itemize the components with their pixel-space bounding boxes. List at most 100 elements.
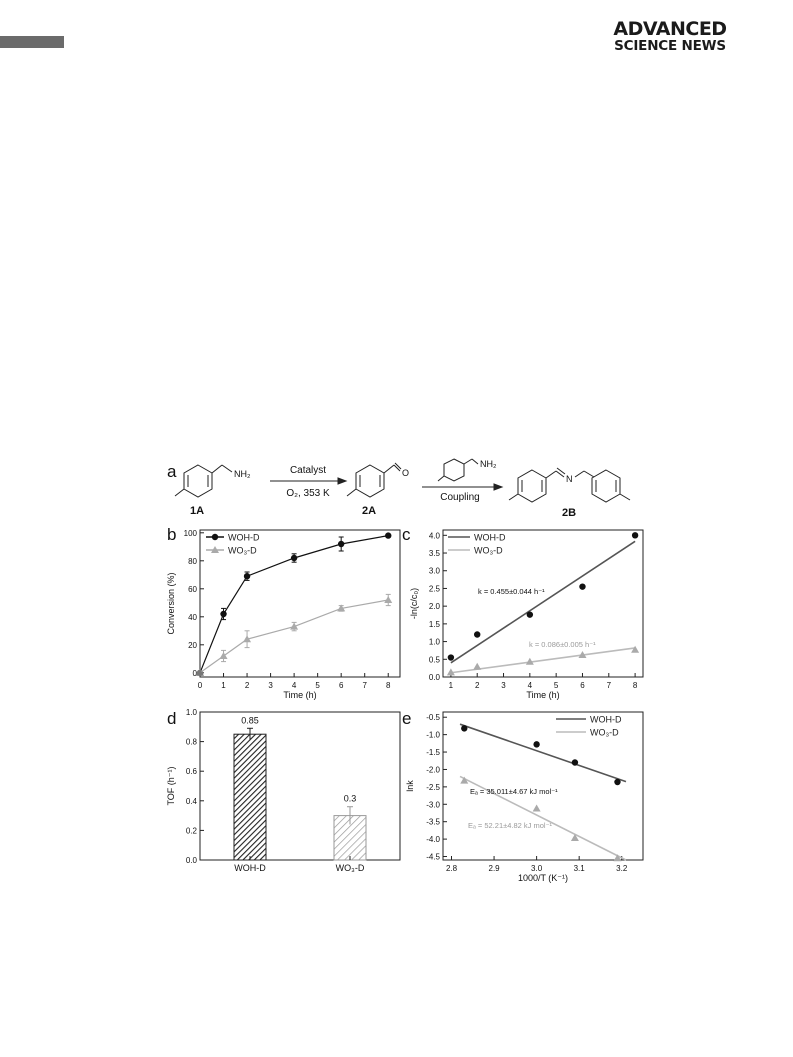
data-point bbox=[243, 635, 252, 643]
legend-label: WOH-D bbox=[474, 533, 506, 543]
y-tick-label: 0.2 bbox=[186, 826, 198, 835]
x-tick-label: 5 bbox=[554, 681, 559, 690]
data-point bbox=[460, 776, 469, 784]
x-tick-label: 1 bbox=[221, 681, 226, 690]
data-point bbox=[196, 668, 204, 676]
y-tick-label: -0.5 bbox=[426, 713, 440, 722]
y-tick-label: 1.0 bbox=[429, 638, 441, 647]
y-tick-label: 2.0 bbox=[429, 602, 441, 611]
legend-label: WO₃-D bbox=[228, 546, 257, 556]
x-tick-label: 0 bbox=[198, 681, 203, 690]
journal-logo: ADVANCED SCIENCE NEWS bbox=[590, 20, 750, 54]
data-point bbox=[220, 610, 227, 618]
y-axis-label: lnk bbox=[405, 780, 415, 792]
data-point bbox=[614, 778, 621, 786]
molecule-2b: N 2B bbox=[508, 467, 631, 519]
data-point bbox=[571, 759, 579, 766]
x-tick-label: 3.2 bbox=[616, 864, 628, 873]
x-tick-label: 4 bbox=[292, 681, 297, 690]
data-point bbox=[290, 554, 298, 562]
panel-label-a: a bbox=[167, 462, 177, 481]
x-tick-label: 3 bbox=[268, 681, 273, 690]
x-tick-label: 4 bbox=[528, 681, 533, 690]
y-tick-label: -1.5 bbox=[426, 748, 440, 757]
imine-nitrogen: N bbox=[566, 474, 573, 484]
legend-marker bbox=[211, 533, 219, 541]
coupling-reagent-amine: NH₂ bbox=[480, 459, 497, 469]
arrow2-bottom-label: Coupling bbox=[440, 492, 479, 503]
x-tick-label: 1 bbox=[449, 681, 454, 690]
y-tick-label: 60 bbox=[188, 585, 197, 594]
fit-line bbox=[450, 540, 636, 664]
data-point bbox=[631, 532, 639, 539]
x-tick-label: 6 bbox=[339, 681, 344, 690]
legend-marker bbox=[211, 546, 219, 553]
logo-line-2: SCIENCE NEWS bbox=[614, 38, 726, 54]
y-tick-label: 0 bbox=[193, 669, 198, 678]
data-point bbox=[446, 668, 455, 676]
data-point bbox=[461, 725, 468, 732]
data-point bbox=[290, 622, 299, 630]
reaction-scheme: a NH₂ 1A Catalyst O₂, 353 K bbox=[167, 458, 631, 519]
y-tick-label: 3.0 bbox=[429, 567, 441, 576]
series-line bbox=[199, 535, 389, 674]
data-point bbox=[474, 631, 481, 638]
arrow1-bottom-label: O₂, 353 K bbox=[286, 488, 330, 499]
data-point bbox=[613, 854, 622, 862]
x-tick-label: 5 bbox=[315, 681, 320, 690]
y-tick-label: 0.6 bbox=[186, 767, 198, 776]
x-tick-label: 3 bbox=[501, 681, 506, 690]
panel-c: c 1 2 3 4 5 6 7 8 0.0 0.5 1.0 1.5 2.0 2.5 3.0 3.5 4.0 Tim… bbox=[402, 525, 644, 700]
data-point bbox=[631, 645, 640, 653]
label-2a: 2A bbox=[362, 505, 376, 517]
x-axis-label: Time (h) bbox=[283, 690, 316, 700]
y-tick-label: 0.0 bbox=[429, 673, 441, 682]
y-tick-label: -3.5 bbox=[426, 818, 440, 827]
fit-line bbox=[459, 723, 627, 783]
panel-label-c: c bbox=[402, 525, 411, 544]
y-tick-label: -3.0 bbox=[426, 800, 440, 809]
legend-label: WO₃-D bbox=[590, 728, 619, 738]
arrow1-top-label: Catalyst bbox=[290, 465, 326, 476]
molecule-1a: NH₂ 1A bbox=[174, 464, 251, 517]
fit-annotation: Eₐ = 52.21±4.82 kJ mol⁻¹ bbox=[468, 821, 553, 830]
data-point bbox=[447, 654, 455, 661]
fit-annotation: k = 0.086±0.005 h⁻¹ bbox=[529, 640, 596, 649]
y-tick-label: 0.0 bbox=[186, 856, 198, 865]
y-tick-label: 2.5 bbox=[429, 584, 441, 593]
x-tick-label: 6 bbox=[580, 681, 585, 690]
y-tick-label: 0.5 bbox=[429, 655, 441, 664]
y-tick-label: 100 bbox=[184, 529, 198, 538]
x-tick-label: 2.9 bbox=[489, 864, 501, 873]
arrow-oxidation: Catalyst O₂, 353 K bbox=[270, 465, 348, 499]
y-tick-label: 20 bbox=[188, 641, 197, 650]
legend-label: WOH-D bbox=[228, 533, 260, 543]
fit-annotation: Eₐ = 35.011±4.67 kJ mol⁻¹ bbox=[470, 787, 558, 796]
data-point bbox=[384, 596, 393, 603]
data-point bbox=[525, 657, 534, 665]
plot-frame-b bbox=[199, 529, 401, 678]
plot-e: 2.8 2.9 3.0 3.1 3.2 -0.5 -1.0 -1.5 -2.0 -2.5 -3.0 -… bbox=[405, 713, 628, 883]
y-tick-label: -1.0 bbox=[426, 731, 440, 740]
y-tick-label: 80 bbox=[188, 557, 197, 566]
y-tick-label: -2.5 bbox=[426, 783, 440, 792]
x-tick-label: 3.1 bbox=[574, 864, 586, 873]
x-tick-label: 7 bbox=[362, 681, 367, 690]
logo-line-1: ADVANCED bbox=[613, 18, 727, 40]
x-tick-label: WO₃-D bbox=[336, 863, 365, 873]
y-tick-label: 3.5 bbox=[429, 549, 441, 558]
panel-e: e 2.8 2.9 3.0 3.1 3.2 -0.5 -1.0 -1.5 -2.0 -2.5 -3.… bbox=[402, 709, 644, 883]
y-axis-label: Conversion (%) bbox=[166, 572, 176, 634]
x-tick-label: 7 bbox=[607, 681, 612, 690]
data-point bbox=[243, 573, 251, 580]
fit-line bbox=[450, 647, 636, 674]
fit-line bbox=[459, 775, 627, 861]
y-tick-label: -4.0 bbox=[426, 835, 440, 844]
data-point bbox=[473, 662, 482, 670]
panel-label-d: d bbox=[167, 709, 176, 728]
y-tick-label: 1.0 bbox=[186, 708, 198, 717]
data-point bbox=[570, 834, 579, 842]
plot-c: 1 2 3 4 5 6 7 8 0.0 0.5 1.0 1.5 2.0 2.5 3.0 3.5 4.0 Time … bbox=[409, 531, 640, 700]
arrow-coupling: NH₂ Coupling bbox=[422, 458, 504, 503]
